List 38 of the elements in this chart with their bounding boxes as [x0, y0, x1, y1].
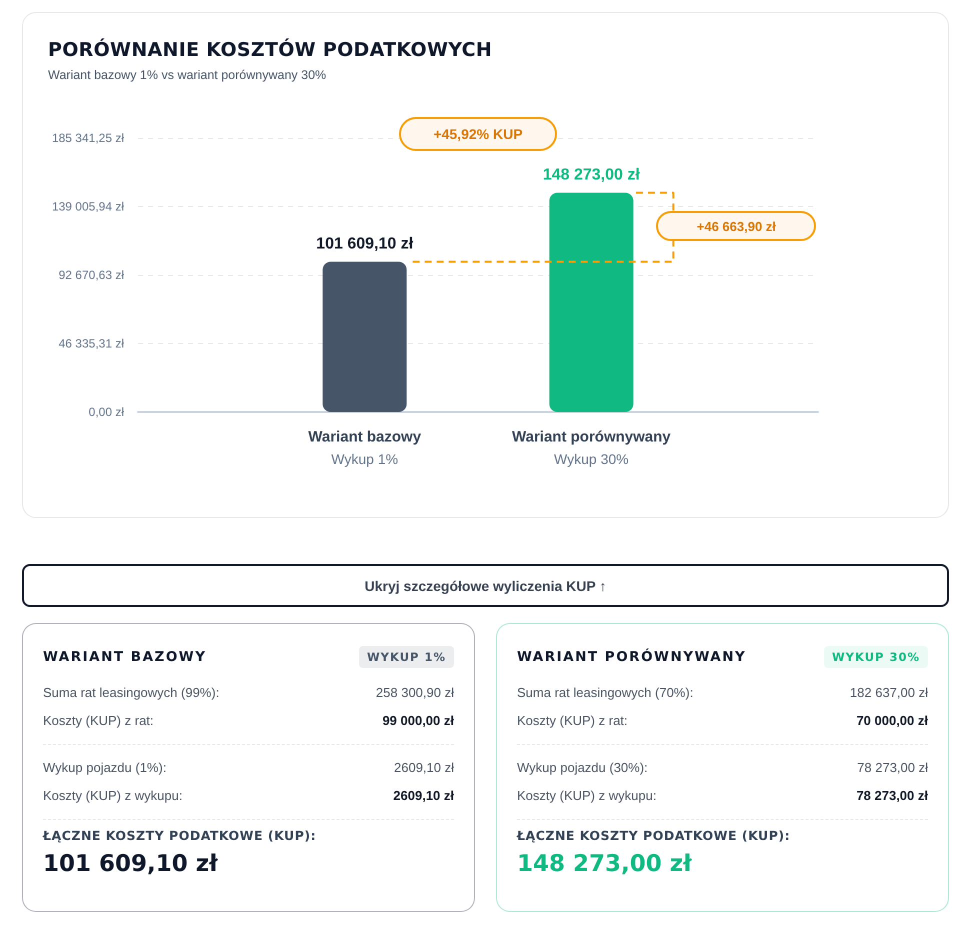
text: 148 273,00 zł — [517, 851, 693, 877]
y-tick-label: 139 005,94 zł — [52, 200, 124, 214]
text: WYKUP 1% — [358, 646, 454, 668]
x-tick-label: Wariant bazowy Wykup 1% — [308, 428, 422, 467]
y-tick-label: 46 335,31 zł — [58, 336, 124, 350]
text: WARIANT BAZOWY — [43, 649, 206, 665]
text: Koszty (KUP) z rat: — [43, 712, 154, 728]
y-tick-label: 92 670,63 zł — [58, 268, 124, 282]
text: Koszty (KUP) z wykupu: — [517, 788, 656, 802]
text: 99 000,00 zł — [382, 712, 454, 728]
text: WYKUP 30% — [824, 646, 928, 668]
chart-subtitle: Wariant bazowy 1% vs wariant porównywany 30% — [48, 68, 326, 82]
text: 2609,10 zł — [394, 760, 454, 774]
x-tick-label: Wariant porównywany Wykup 30% — [512, 428, 672, 467]
y-tick-label: 0,00 zł — [88, 405, 124, 419]
text: Koszty (KUP) z rat: — [517, 712, 628, 728]
text: 2609,10 zł — [393, 788, 454, 802]
text: Suma rat leasingowych (70%): — [517, 684, 694, 700]
text: 70 000,00 zł — [856, 712, 928, 728]
text: ŁĄCZNE KOSZTY PODATKOWE (KUP): — [517, 828, 792, 843]
text: Wykup pojazdu (1%): — [43, 760, 166, 774]
text: 258 300,90 zł — [376, 684, 454, 700]
data-label: 101 609,10 zł — [316, 235, 414, 252]
text: 182 637,00 zł — [850, 684, 928, 700]
text: WARIANT PORÓWNYWANY — [517, 649, 746, 665]
text: 78 273,00 zł — [857, 760, 928, 774]
pill-badge: +45,92% KUP — [399, 117, 557, 151]
text: Wykup pojazdu (30%): — [517, 760, 648, 774]
data-label: 148 273,00 zł — [542, 166, 640, 184]
chart-title: PORÓWNANIE KOSZTÓW PODATKOWYCH — [48, 39, 492, 61]
text: Koszty (KUP) z wykupu: — [43, 788, 182, 802]
y-tick-label: 185 341,25 zł — [52, 131, 124, 145]
text: Ukryj szczegółowe wyliczenia KUP ↑ — [22, 564, 949, 607]
text: Suma rat leasingowych (99%): — [43, 684, 220, 700]
pill-badge: +46 663,90 zł — [656, 211, 816, 242]
text: 78 273,00 zł — [856, 788, 928, 802]
text: 101 609,10 zł — [43, 851, 219, 877]
text: ŁĄCZNE KOSZTY PODATKOWE (KUP): — [43, 828, 318, 843]
